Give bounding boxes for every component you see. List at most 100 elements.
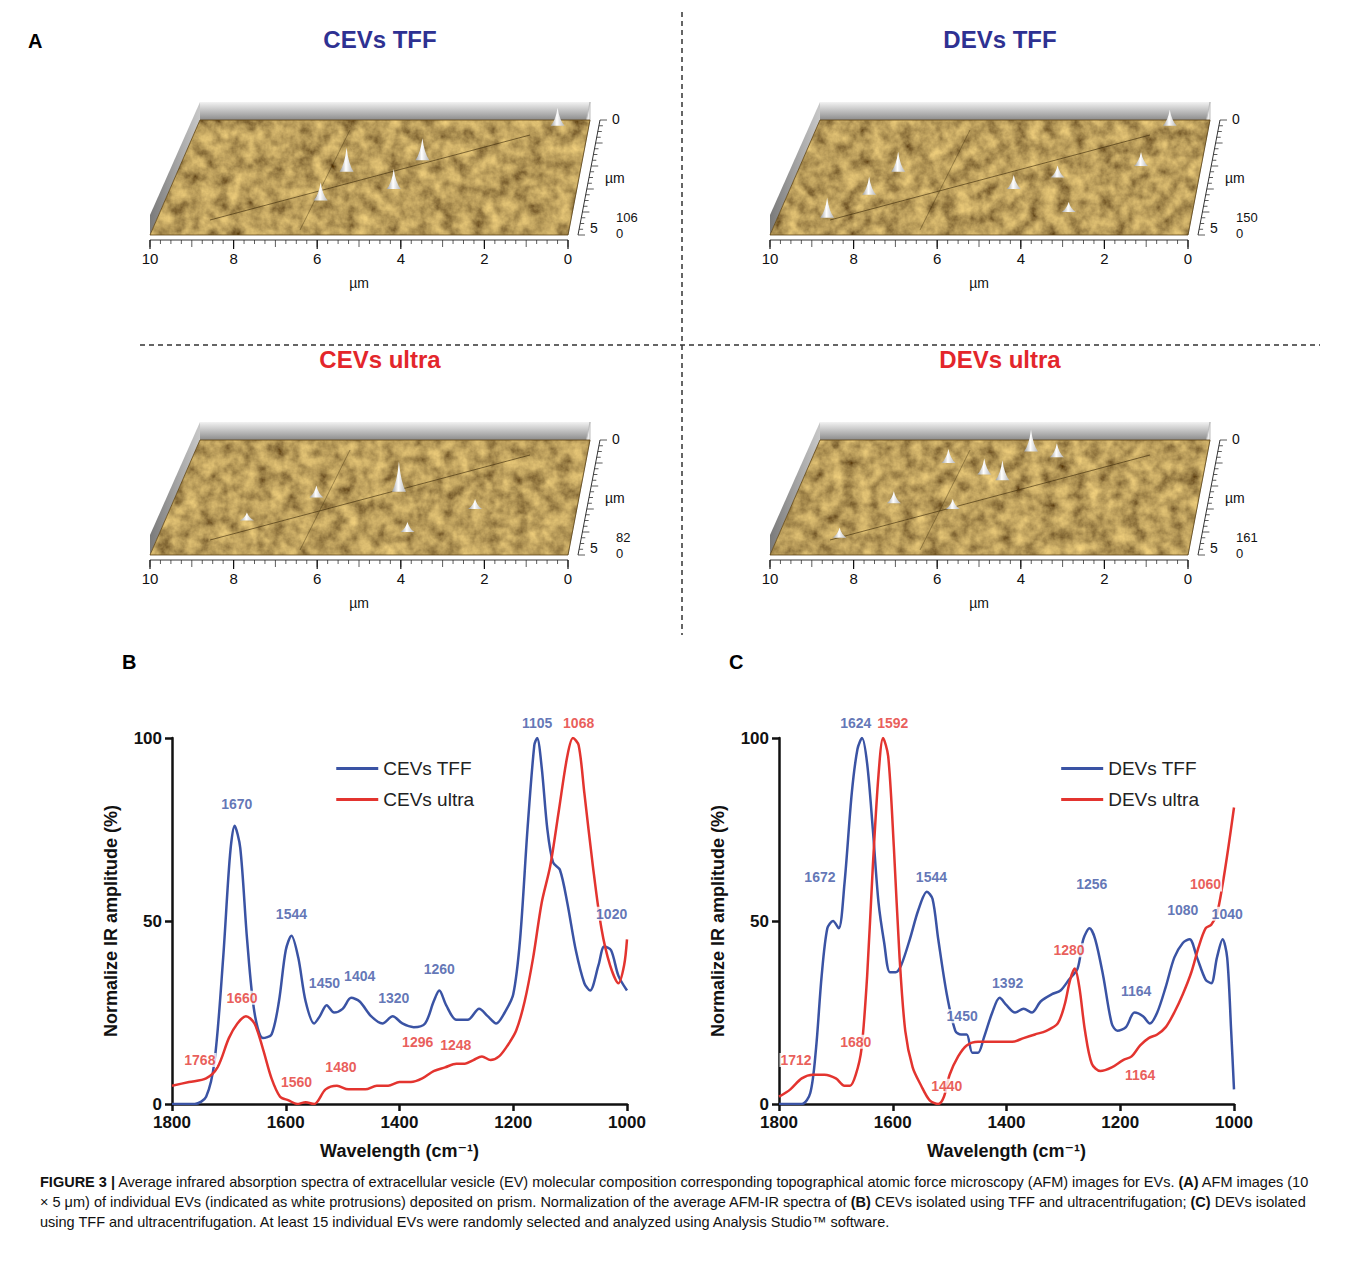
svg-text:1450: 1450: [309, 975, 340, 991]
svg-text:10: 10: [762, 570, 779, 587]
svg-text:1164: 1164: [1121, 983, 1152, 999]
svg-text:100: 100: [741, 729, 769, 748]
svg-text:100: 100: [134, 729, 162, 748]
svg-text:2: 2: [1100, 570, 1108, 587]
svg-text:CEVs ultra: CEVs ultra: [383, 789, 474, 810]
svg-text:DEVs TFF: DEVs TFF: [943, 26, 1056, 53]
svg-text:5: 5: [1210, 540, 1218, 556]
svg-text:6: 6: [933, 570, 941, 587]
svg-text:106: 106: [616, 210, 638, 225]
svg-text:µm: µm: [969, 595, 989, 611]
svg-text:150: 150: [1236, 210, 1258, 225]
svg-text:0: 0: [612, 111, 620, 127]
svg-text:1080: 1080: [1167, 902, 1198, 918]
svg-text:1544: 1544: [916, 869, 947, 885]
svg-text:6: 6: [313, 250, 321, 267]
svg-text:1800: 1800: [153, 1113, 191, 1132]
svg-text:0: 0: [1184, 570, 1192, 587]
svg-text:1200: 1200: [494, 1113, 532, 1132]
svg-text:1670: 1670: [221, 796, 252, 812]
svg-text:Normalize IR amplitude (%): Normalize IR amplitude (%): [101, 805, 121, 1037]
svg-text:8: 8: [229, 250, 237, 267]
svg-text:50: 50: [750, 912, 769, 931]
svg-text:1164: 1164: [1125, 1067, 1156, 1083]
svg-text:0: 0: [1232, 431, 1240, 447]
svg-text:5: 5: [590, 220, 598, 236]
svg-text:5: 5: [1210, 220, 1218, 236]
svg-text:0: 0: [1232, 111, 1240, 127]
svg-text:2: 2: [480, 570, 488, 587]
svg-text:CEVs ultra: CEVs ultra: [319, 346, 441, 373]
svg-text:2: 2: [1100, 250, 1108, 267]
svg-text:161: 161: [1236, 530, 1258, 545]
svg-text:1672: 1672: [804, 869, 835, 885]
svg-text:1560: 1560: [281, 1074, 312, 1090]
svg-text:C: C: [729, 651, 743, 673]
svg-text:DEVs ultra: DEVs ultra: [939, 346, 1061, 373]
svg-text:82: 82: [616, 530, 630, 545]
svg-text:2: 2: [480, 250, 488, 267]
svg-text:1296: 1296: [402, 1034, 433, 1050]
svg-text:4: 4: [397, 570, 405, 587]
svg-text:1440: 1440: [931, 1078, 962, 1094]
svg-text:µm: µm: [1225, 170, 1245, 186]
svg-text:1400: 1400: [381, 1113, 419, 1132]
svg-text:5: 5: [590, 540, 598, 556]
svg-text:1260: 1260: [424, 961, 455, 977]
svg-text:1256: 1256: [1076, 876, 1107, 892]
svg-text:Wavelength (cm⁻¹): Wavelength (cm⁻¹): [320, 1141, 479, 1161]
svg-text:4: 4: [1017, 570, 1025, 587]
svg-text:1680: 1680: [840, 1034, 871, 1050]
svg-text:1600: 1600: [267, 1113, 305, 1132]
svg-text:10: 10: [142, 570, 159, 587]
svg-text:1248: 1248: [440, 1037, 471, 1053]
svg-text:Wavelength (cm⁻¹): Wavelength (cm⁻¹): [927, 1141, 1086, 1161]
svg-text:1105: 1105: [522, 715, 553, 731]
svg-text:1544: 1544: [276, 906, 307, 922]
svg-text:1000: 1000: [1215, 1113, 1253, 1132]
svg-text:0: 0: [616, 226, 623, 241]
svg-text:1200: 1200: [1101, 1113, 1139, 1132]
svg-text:4: 4: [1017, 250, 1025, 267]
svg-text:6: 6: [313, 570, 321, 587]
svg-text:1392: 1392: [992, 975, 1023, 991]
svg-text:0: 0: [760, 1095, 769, 1114]
svg-text:1060: 1060: [1190, 876, 1221, 892]
svg-text:1020: 1020: [596, 906, 627, 922]
svg-text:1280: 1280: [1053, 942, 1084, 958]
svg-text:1768: 1768: [184, 1052, 215, 1068]
svg-text:50: 50: [143, 912, 162, 931]
svg-text:DEVs ultra: DEVs ultra: [1108, 789, 1199, 810]
svg-text:0: 0: [1184, 250, 1192, 267]
svg-text:1450: 1450: [947, 1008, 978, 1024]
svg-text:1712: 1712: [780, 1052, 811, 1068]
svg-text:10: 10: [142, 250, 159, 267]
svg-text:µm: µm: [969, 275, 989, 291]
svg-text:8: 8: [229, 570, 237, 587]
svg-text:µm: µm: [605, 490, 625, 506]
svg-text:1660: 1660: [226, 990, 257, 1006]
svg-text:1000: 1000: [608, 1113, 646, 1132]
svg-text:1068: 1068: [563, 715, 594, 731]
svg-text:1624: 1624: [840, 715, 871, 731]
svg-text:0: 0: [612, 431, 620, 447]
svg-text:1800: 1800: [760, 1113, 798, 1132]
svg-text:µm: µm: [349, 275, 369, 291]
svg-text:1040: 1040: [1212, 906, 1243, 922]
svg-text:4: 4: [397, 250, 405, 267]
svg-text:1404: 1404: [344, 968, 375, 984]
svg-text:10: 10: [762, 250, 779, 267]
svg-text:0: 0: [153, 1095, 162, 1114]
svg-text:1400: 1400: [988, 1113, 1026, 1132]
svg-text:µm: µm: [349, 595, 369, 611]
svg-text:CEVs TFF: CEVs TFF: [323, 26, 436, 53]
svg-text:1480: 1480: [325, 1059, 356, 1075]
svg-text:CEVs TFF: CEVs TFF: [383, 758, 471, 779]
svg-text:0: 0: [564, 250, 572, 267]
svg-text:8: 8: [849, 250, 857, 267]
svg-text:µm: µm: [605, 170, 625, 186]
svg-text:µm: µm: [1225, 490, 1245, 506]
svg-text:B: B: [122, 651, 136, 673]
svg-text:0: 0: [1236, 226, 1243, 241]
svg-text:8: 8: [849, 570, 857, 587]
